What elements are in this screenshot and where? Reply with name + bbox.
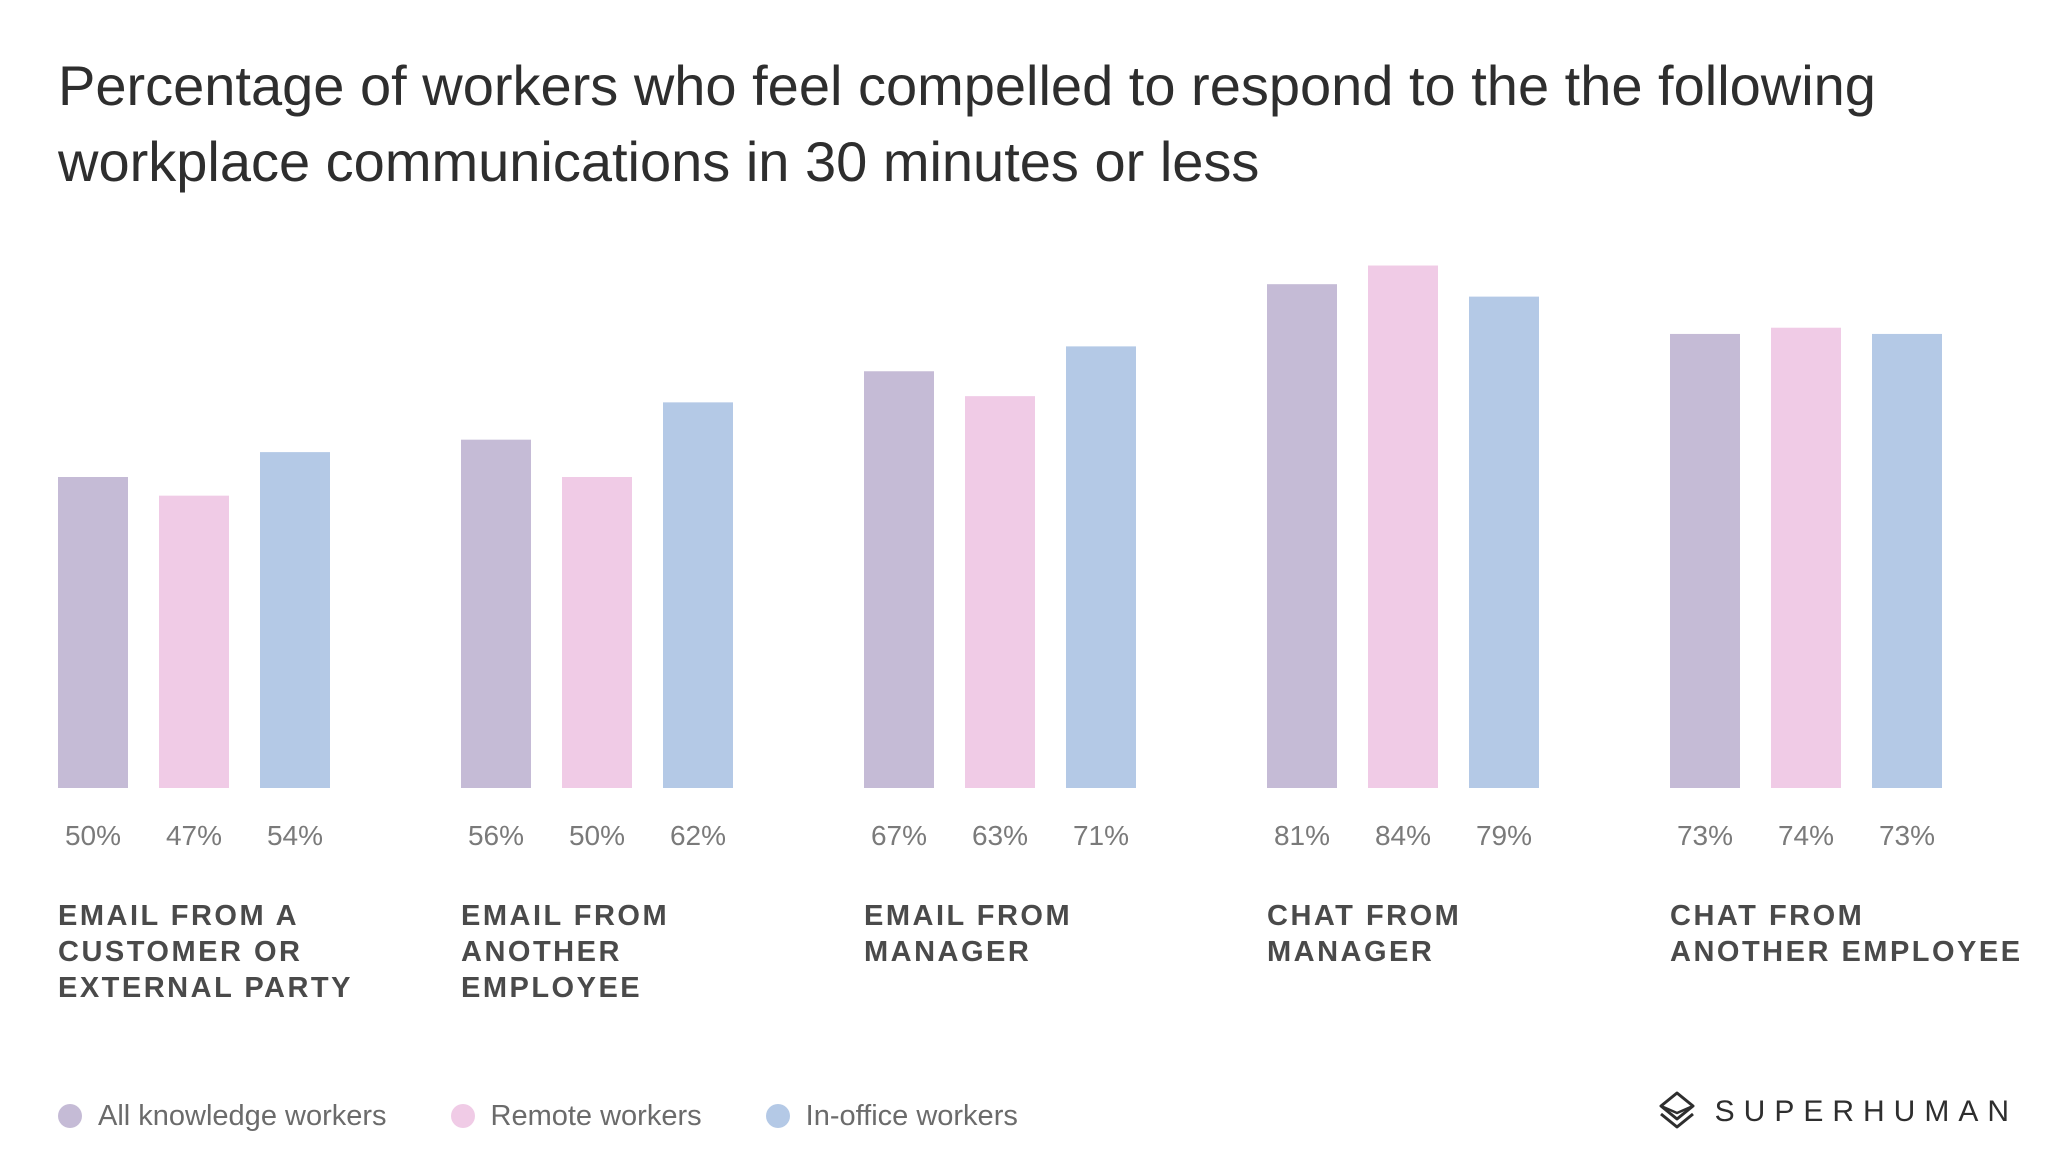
- bar-0-1: [159, 495, 229, 788]
- bar-0-2: [260, 452, 330, 788]
- value-label-3-2: 79%: [1476, 820, 1532, 851]
- category-label-1: EMAIL FROM ANOTHER EMPLOYEE: [461, 898, 821, 1006]
- value-label-2-2: 71%: [1073, 820, 1129, 851]
- category-label-line: EMPLOYEE: [461, 972, 643, 1004]
- bar-4-1: [1771, 327, 1841, 788]
- bar-3-1: [1368, 265, 1438, 788]
- value-label-0-2: 54%: [267, 820, 323, 851]
- category-label-line: EMAIL FROM: [461, 900, 670, 932]
- legend-label-in-office: In-office workers: [805, 1099, 1018, 1132]
- category-label-line: ANOTHER EMPLOYEE: [1670, 936, 2023, 968]
- legend-swatch-in-office: [765, 1104, 790, 1128]
- category-label-line: EMAIL FROM A: [58, 900, 300, 932]
- value-label-1-2: 62%: [670, 820, 726, 851]
- bar-0-0: [58, 477, 128, 788]
- category-label-2: EMAIL FROM MANAGER: [864, 898, 1224, 970]
- bar-4-2: [1872, 333, 1942, 788]
- legend: All knowledge workers Remote workers In-…: [58, 1096, 1082, 1136]
- category-label-line: MANAGER: [1267, 936, 1435, 968]
- category-label-line: EMAIL FROM: [864, 900, 1073, 932]
- legend-swatch-all: [58, 1104, 82, 1128]
- legend-item-all: All knowledge workers: [58, 1100, 387, 1133]
- legend-item-in-office: In-office workers: [765, 1099, 1018, 1133]
- bar-1-1: [562, 477, 632, 788]
- bar-1-0: [461, 439, 531, 788]
- value-label-4-2: 73%: [1879, 820, 1935, 851]
- value-label-2-1: 63%: [972, 820, 1028, 851]
- legend-label-all: All knowledge workers: [98, 1099, 387, 1132]
- category-label-3: CHAT FROM MANAGER: [1267, 898, 1627, 970]
- value-label-3-0: 81%: [1274, 820, 1330, 851]
- category-label-line: CHAT FROM: [1670, 900, 1865, 932]
- bar-3-0: [1267, 284, 1337, 788]
- category-label-4: CHAT FROM ANOTHER EMPLOYEE: [1670, 898, 2030, 970]
- category-label-line: CHAT FROM: [1267, 900, 1462, 932]
- bar-3-2: [1469, 296, 1539, 788]
- value-label-1-0: 56%: [468, 820, 524, 851]
- brand-name: SUPERHUMAN: [1714, 1095, 2018, 1128]
- legend-label-remote: Remote workers: [490, 1099, 702, 1132]
- legend-item-remote: Remote workers: [450, 1099, 702, 1133]
- category-label-0: EMAIL FROM A CUSTOMER OR EXTERNAL PARTY: [58, 898, 418, 1006]
- brand-logo: SUPERHUMAN: [1657, 1090, 2018, 1134]
- chart-title: Percentage of workers who feel compelled…: [58, 54, 1876, 193]
- category-label-line: CUSTOMER OR: [58, 936, 303, 968]
- value-label-4-0: 73%: [1677, 820, 1733, 851]
- bar-2-0: [864, 371, 934, 788]
- value-label-1-1: 50%: [569, 820, 625, 851]
- legend-swatch-remote: [450, 1104, 475, 1128]
- category-label-line: ANOTHER: [461, 936, 622, 968]
- category-label-line: EXTERNAL PARTY: [58, 972, 353, 1004]
- bar-2-2: [1066, 346, 1136, 788]
- bar-4-0: [1670, 333, 1740, 788]
- value-label-0-0: 50%: [65, 820, 121, 851]
- bar-2-1: [965, 396, 1035, 788]
- superhuman-logo-icon: [1659, 1091, 1695, 1129]
- bar-1-2: [663, 402, 733, 788]
- value-label-2-0: 67%: [871, 820, 927, 851]
- value-label-3-1: 84%: [1375, 820, 1431, 851]
- category-label-line: MANAGER: [864, 936, 1032, 968]
- value-label-0-1: 47%: [166, 820, 222, 851]
- value-label-4-1: 74%: [1778, 820, 1834, 851]
